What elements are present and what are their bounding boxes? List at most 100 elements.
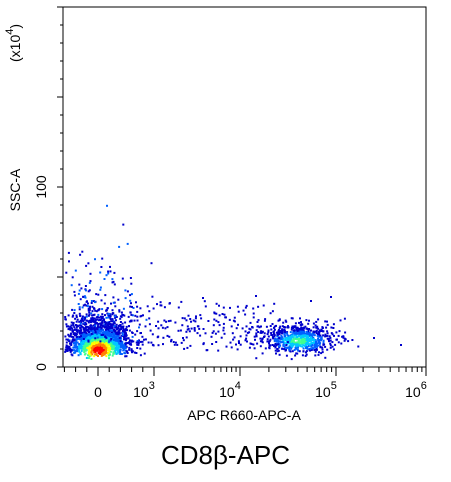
y-tick-label: 0 <box>33 363 49 371</box>
event-dot <box>166 334 169 337</box>
event-dot <box>97 309 100 312</box>
event-dot <box>109 347 112 350</box>
event-dot <box>304 343 307 346</box>
event-dot <box>282 343 285 346</box>
event-dot <box>70 321 73 324</box>
event-dot <box>101 331 104 334</box>
event-dot <box>170 338 173 341</box>
event-dot <box>112 346 114 349</box>
event-dot <box>295 347 298 350</box>
event-dot <box>269 344 272 347</box>
event-dot <box>90 320 93 323</box>
event-dot <box>318 331 321 334</box>
event-dot <box>94 353 97 356</box>
event-dot <box>69 349 72 352</box>
event-dot <box>301 334 304 337</box>
event-dot <box>131 314 134 317</box>
event-dot <box>67 251 70 254</box>
event-dot <box>274 342 277 345</box>
event-dot <box>130 340 133 343</box>
event-dot <box>108 337 111 340</box>
event-dot <box>267 331 270 334</box>
event-dot <box>252 316 255 319</box>
event-dot <box>122 307 125 310</box>
event-dot <box>82 333 85 336</box>
event-dot <box>244 330 247 333</box>
event-dot <box>111 337 114 339</box>
event-dot <box>263 332 266 335</box>
event-dot <box>108 326 111 329</box>
event-dot <box>211 331 214 334</box>
event-dot <box>84 336 87 339</box>
event-dot <box>301 345 304 348</box>
event-dot <box>118 310 121 313</box>
event-dot <box>69 350 72 353</box>
event-dot <box>261 341 264 344</box>
event-dot <box>275 338 278 341</box>
event-dot <box>218 314 221 317</box>
event-dot <box>130 282 133 285</box>
event-dot <box>303 335 306 337</box>
event-dot <box>79 345 82 347</box>
event-dot <box>103 341 106 344</box>
event-dot <box>122 338 125 341</box>
event-dot <box>82 322 85 325</box>
event-dot <box>159 304 162 307</box>
event-dot <box>275 344 278 347</box>
event-dot <box>123 333 126 336</box>
event-dot <box>108 316 111 319</box>
event-dot <box>108 340 110 343</box>
event-dot <box>190 320 192 323</box>
event-dot <box>217 349 220 352</box>
event-dot <box>98 341 101 344</box>
event-dot <box>109 315 112 318</box>
event-dot <box>283 345 286 348</box>
event-dot <box>300 321 302 324</box>
event-dot <box>112 334 115 337</box>
event-dot <box>130 319 132 322</box>
event-dot <box>125 350 128 353</box>
event-dot <box>185 336 188 339</box>
event-dot <box>279 325 282 328</box>
event-dot <box>277 345 280 348</box>
event-dot <box>256 321 259 323</box>
event-dot <box>104 338 107 340</box>
event-dot <box>161 326 164 329</box>
event-dot <box>101 335 103 338</box>
event-dot <box>69 333 72 336</box>
event-dot <box>291 350 294 353</box>
event-dot <box>87 339 90 342</box>
event-dot <box>92 314 95 317</box>
event-dot <box>278 330 281 332</box>
event-dot <box>290 328 293 331</box>
event-dot <box>338 330 341 333</box>
event-dot <box>277 343 280 346</box>
event-dot <box>294 338 297 340</box>
event-dot <box>116 352 119 355</box>
event-dot <box>316 332 319 335</box>
event-dot <box>80 321 83 324</box>
event-dot <box>248 331 251 334</box>
event-dot <box>322 343 325 346</box>
event-dot <box>286 332 288 335</box>
event-dot <box>136 305 139 308</box>
event-dot <box>104 347 107 350</box>
event-dot <box>135 301 137 304</box>
event-dot <box>120 326 123 328</box>
event-dot <box>89 327 91 330</box>
event-dot <box>215 319 218 322</box>
event-dot <box>104 342 107 345</box>
event-dot <box>90 339 93 342</box>
event-dot <box>111 354 114 357</box>
event-dot <box>100 327 103 329</box>
event-dot <box>71 330 74 333</box>
event-dot <box>130 348 133 351</box>
event-dot <box>111 309 114 312</box>
event-dot <box>278 343 281 346</box>
event-dot <box>89 272 92 275</box>
event-dot <box>97 334 100 337</box>
event-dot <box>117 335 120 338</box>
event-dot <box>93 320 96 323</box>
event-dot <box>300 336 302 339</box>
event-dot <box>91 314 94 317</box>
